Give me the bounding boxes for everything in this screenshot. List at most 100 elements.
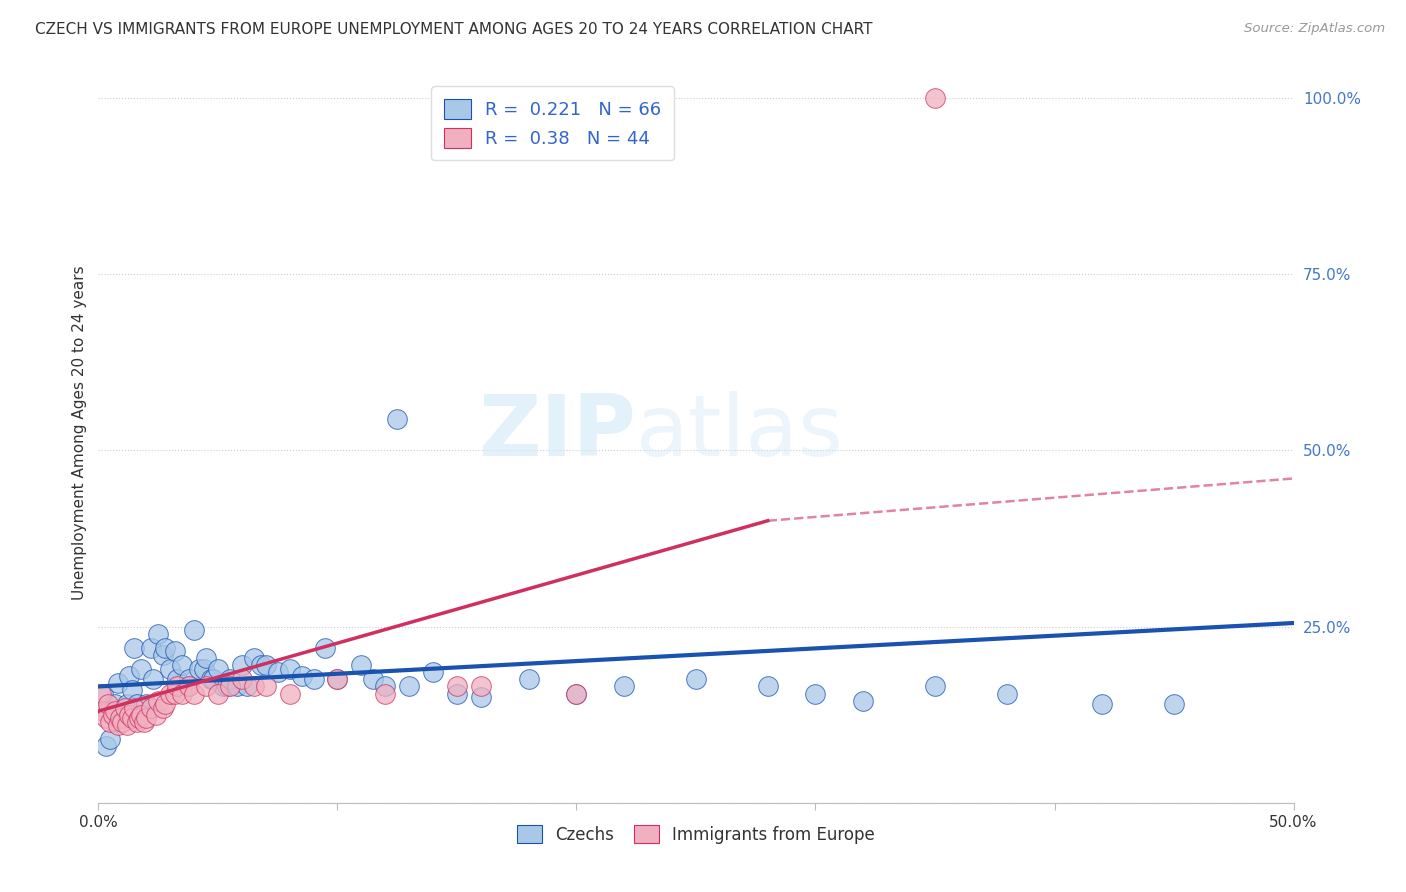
Point bbox=[152, 700, 174, 714]
Point bbox=[243, 680, 266, 694]
Text: Source: ZipAtlas.com: Source: ZipAtlas.com bbox=[1244, 22, 1385, 36]
Point bbox=[195, 651, 218, 665]
Point bbox=[291, 669, 314, 683]
Point bbox=[94, 739, 117, 754]
Point bbox=[101, 707, 124, 722]
Point bbox=[685, 673, 707, 687]
Point bbox=[139, 700, 162, 714]
Point bbox=[179, 673, 201, 687]
Point bbox=[1163, 697, 1185, 711]
Point bbox=[470, 680, 492, 694]
Point bbox=[172, 658, 194, 673]
Point bbox=[115, 718, 138, 732]
Point bbox=[1091, 697, 1114, 711]
Point bbox=[226, 680, 249, 694]
Point bbox=[135, 697, 157, 711]
Point bbox=[278, 686, 301, 700]
Point bbox=[111, 714, 134, 729]
Point bbox=[278, 662, 301, 676]
Point bbox=[565, 686, 588, 700]
Point bbox=[118, 707, 141, 722]
Point bbox=[446, 680, 468, 694]
Point bbox=[125, 714, 148, 729]
Point bbox=[148, 626, 170, 640]
Point bbox=[374, 686, 396, 700]
Point bbox=[202, 673, 225, 687]
Point bbox=[152, 648, 174, 662]
Point bbox=[163, 686, 186, 700]
Point bbox=[924, 680, 946, 694]
Point bbox=[183, 623, 205, 637]
Point bbox=[385, 411, 409, 425]
Point bbox=[756, 680, 779, 694]
Point bbox=[91, 686, 114, 700]
Point bbox=[166, 680, 188, 694]
Point bbox=[135, 711, 157, 725]
Point bbox=[183, 686, 205, 700]
Point bbox=[132, 714, 155, 729]
Point bbox=[217, 680, 239, 694]
Point bbox=[207, 662, 229, 676]
Point bbox=[148, 693, 170, 707]
Point bbox=[118, 669, 141, 683]
Point bbox=[267, 665, 290, 680]
Text: atlas: atlas bbox=[637, 391, 844, 475]
Point bbox=[350, 658, 373, 673]
Point bbox=[104, 704, 127, 718]
Point bbox=[250, 658, 273, 673]
Point bbox=[121, 711, 143, 725]
Point bbox=[243, 651, 266, 665]
Point bbox=[107, 676, 129, 690]
Point bbox=[128, 711, 150, 725]
Point bbox=[211, 680, 233, 694]
Text: CZECH VS IMMIGRANTS FROM EUROPE UNEMPLOYMENT AMONG AGES 20 TO 24 YEARS CORRELATI: CZECH VS IMMIGRANTS FROM EUROPE UNEMPLOY… bbox=[35, 22, 873, 37]
Point bbox=[231, 658, 253, 673]
Text: ZIP: ZIP bbox=[478, 391, 637, 475]
Point bbox=[124, 640, 146, 655]
Point bbox=[97, 697, 120, 711]
Point bbox=[470, 690, 492, 704]
Point bbox=[159, 686, 181, 700]
Point bbox=[176, 680, 198, 694]
Point bbox=[98, 714, 122, 729]
Point bbox=[163, 644, 186, 658]
Point bbox=[166, 673, 188, 687]
Point bbox=[139, 640, 162, 655]
Point bbox=[124, 700, 146, 714]
Point bbox=[422, 665, 444, 680]
Point bbox=[363, 673, 385, 687]
Point bbox=[155, 640, 177, 655]
Point bbox=[195, 680, 218, 694]
Point bbox=[107, 718, 129, 732]
Point bbox=[374, 680, 396, 694]
Point bbox=[804, 686, 827, 700]
Point bbox=[187, 662, 209, 676]
Point bbox=[131, 707, 153, 722]
Point bbox=[172, 686, 194, 700]
Point bbox=[398, 680, 420, 694]
Point bbox=[302, 673, 325, 687]
Point bbox=[145, 707, 167, 722]
Point bbox=[326, 673, 349, 687]
Point bbox=[155, 697, 177, 711]
Point bbox=[94, 711, 117, 725]
Point bbox=[852, 693, 875, 707]
Point bbox=[315, 640, 337, 655]
Point bbox=[114, 700, 136, 714]
Point bbox=[115, 697, 138, 711]
Point bbox=[995, 686, 1018, 700]
Point bbox=[179, 680, 201, 694]
Point bbox=[121, 683, 143, 698]
Point bbox=[517, 673, 540, 687]
Point bbox=[125, 697, 148, 711]
Point bbox=[91, 704, 114, 718]
Point bbox=[200, 673, 222, 687]
Legend: Czechs, Immigrants from Europe: Czechs, Immigrants from Europe bbox=[506, 815, 886, 854]
Point bbox=[207, 686, 229, 700]
Point bbox=[254, 680, 277, 694]
Point bbox=[219, 680, 242, 694]
Y-axis label: Unemployment Among Ages 20 to 24 years: Unemployment Among Ages 20 to 24 years bbox=[72, 265, 87, 600]
Point bbox=[231, 673, 253, 687]
Point bbox=[565, 686, 588, 700]
Point bbox=[924, 91, 946, 105]
